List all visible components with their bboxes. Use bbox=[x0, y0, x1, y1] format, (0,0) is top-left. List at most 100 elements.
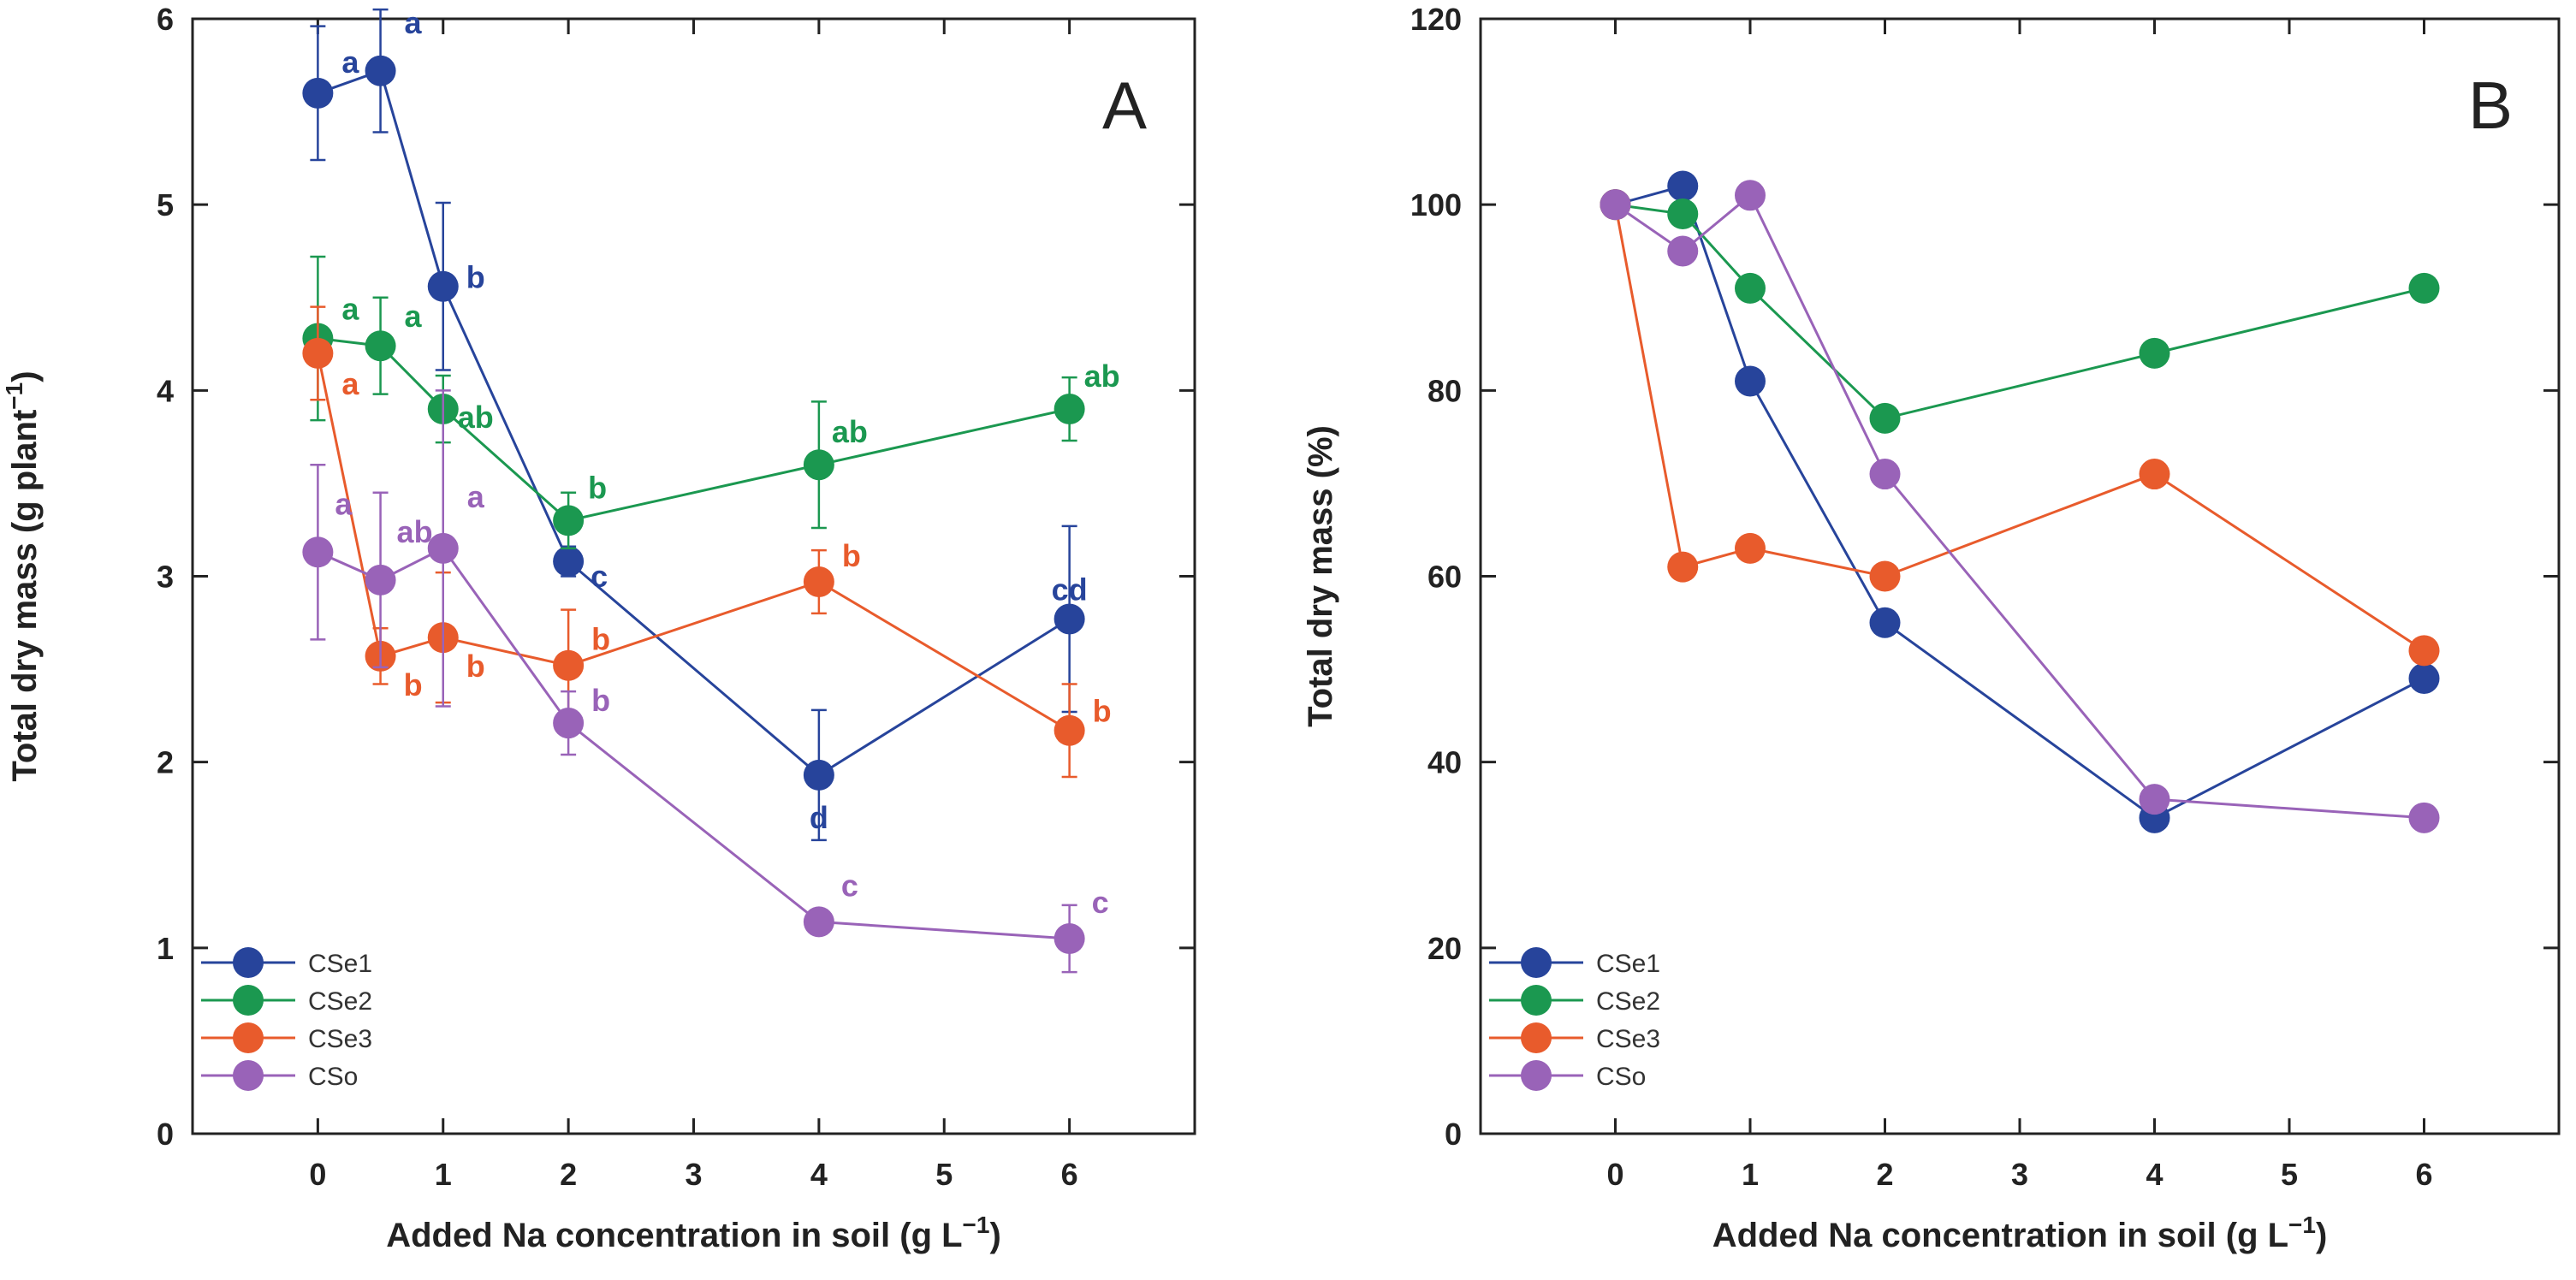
data-point bbox=[2408, 272, 2440, 304]
data-point bbox=[427, 532, 459, 564]
data-point bbox=[365, 564, 396, 596]
series-line bbox=[316, 353, 1071, 732]
data-point bbox=[553, 505, 585, 536]
y-tick-label: 5 bbox=[157, 187, 174, 222]
data-point bbox=[427, 270, 459, 302]
y-tick-label: 0 bbox=[1445, 1117, 1462, 1152]
x-axis-label-end: ) bbox=[2316, 1217, 2327, 1254]
data-point bbox=[553, 546, 585, 578]
significance-letter: ab bbox=[832, 414, 868, 449]
data-point bbox=[1869, 402, 1901, 434]
x-tick-label: 0 bbox=[1606, 1157, 1623, 1192]
significance-letter: b bbox=[842, 538, 861, 573]
legend-marker bbox=[1521, 1022, 1552, 1053]
significance-letter: c bbox=[841, 868, 858, 903]
legend-label: CSe3 bbox=[308, 1025, 372, 1053]
x-axis-label-sup: −1 bbox=[963, 1212, 990, 1238]
legend-marker bbox=[1521, 985, 1552, 1016]
x-tick-label: 5 bbox=[2281, 1157, 2298, 1192]
legend-label: CSo bbox=[1596, 1063, 1646, 1091]
significance-letter: c bbox=[591, 559, 608, 594]
data-point bbox=[2139, 784, 2170, 815]
panel-label: B bbox=[2468, 68, 2513, 143]
panel-label: A bbox=[1102, 68, 1147, 143]
data-point bbox=[1600, 189, 1631, 221]
data-point bbox=[1054, 603, 1085, 635]
y-tick-label: 3 bbox=[157, 560, 174, 595]
significance-letter: ab bbox=[397, 514, 433, 549]
data-point bbox=[553, 708, 585, 739]
legend-marker bbox=[233, 947, 264, 978]
legend-label: CSe1 bbox=[308, 950, 372, 978]
data-point bbox=[2408, 635, 2440, 667]
legend-marker bbox=[233, 985, 264, 1016]
data-point bbox=[1869, 459, 1901, 490]
x-tick-label: 6 bbox=[1061, 1157, 1078, 1192]
x-axis-label-sup: −1 bbox=[2288, 1212, 2316, 1238]
series-line bbox=[317, 546, 1070, 940]
data-point bbox=[2408, 662, 2440, 694]
x-tick-label: 4 bbox=[810, 1157, 828, 1192]
series-line bbox=[317, 68, 1071, 777]
series-line bbox=[318, 337, 1070, 523]
series-b-cse3 bbox=[1600, 189, 2440, 667]
data-point bbox=[803, 759, 834, 791]
significance-letter: a bbox=[405, 299, 423, 334]
y-tick-label: 40 bbox=[1427, 745, 1462, 780]
significance-letter: b bbox=[466, 649, 485, 684]
legend: CSe1 CSe2 CSe3 CSo bbox=[201, 947, 372, 1091]
data-point bbox=[803, 449, 834, 481]
data-point bbox=[302, 77, 334, 109]
legend-label: CSe2 bbox=[308, 987, 372, 1016]
data-point bbox=[1735, 532, 1766, 564]
legend-label: CSe2 bbox=[1596, 987, 1660, 1016]
data-point bbox=[1054, 394, 1085, 425]
x-axis-label-main: Added Na concentration in soil (g L bbox=[386, 1217, 962, 1254]
significance-letter: ab bbox=[1084, 359, 1120, 394]
legend-marker bbox=[1521, 1060, 1552, 1091]
y-tick-label: 0 bbox=[157, 1117, 174, 1152]
significance-letter: b bbox=[588, 470, 607, 505]
x-tick-label: 2 bbox=[560, 1157, 577, 1192]
significance-letter: b bbox=[591, 683, 610, 718]
data-point bbox=[302, 337, 334, 369]
x-axis-label: Added Na concentration in soil (g L−1) bbox=[386, 1212, 1001, 1254]
significance-letter: a bbox=[405, 5, 423, 40]
significance-letter: b bbox=[1093, 694, 1112, 729]
y-axis-label-end: ) bbox=[6, 370, 44, 382]
data-point bbox=[302, 536, 334, 568]
y-axis-label-sup: −1 bbox=[1, 382, 27, 410]
data-point bbox=[1667, 170, 1699, 202]
data-point bbox=[1735, 365, 1766, 397]
x-tick-label: 4 bbox=[2146, 1157, 2163, 1192]
data-point bbox=[1054, 922, 1085, 954]
data-point bbox=[1869, 560, 1901, 592]
data-point bbox=[1735, 272, 1766, 304]
legend: CSe1 CSe2 CSe3 CSo bbox=[1489, 947, 1660, 1091]
data-point bbox=[2139, 337, 2170, 369]
x-axis-label-end: ) bbox=[989, 1217, 1000, 1254]
legend-marker bbox=[233, 1060, 264, 1091]
significance-letter: d bbox=[810, 800, 828, 835]
x-axis-label-main: Added Na concentration in soil (g L bbox=[1712, 1217, 2288, 1254]
significance-letter: b bbox=[591, 622, 610, 657]
series-line bbox=[1614, 204, 2425, 652]
x-tick-label: 1 bbox=[435, 1157, 452, 1192]
data-point bbox=[1667, 235, 1699, 267]
data-point bbox=[365, 55, 396, 86]
panel-a: 0 1 2 3 4 5 6 0 1 2 3 4 5 6 Added Na concentration in … bbox=[1, 2, 1196, 1254]
data-point bbox=[803, 906, 834, 938]
data-point bbox=[1869, 607, 1901, 638]
data-point bbox=[1054, 714, 1085, 746]
y-axis-label: Total dry mass (g plant−1) bbox=[1, 370, 44, 781]
legend-marker bbox=[1521, 947, 1552, 978]
significance-letter: c bbox=[1092, 885, 1109, 920]
y-axis-label: Total dry mass (%) bbox=[1302, 425, 1339, 727]
x-tick-label: 2 bbox=[1876, 1157, 1893, 1192]
data-point bbox=[2408, 802, 2440, 833]
y-axis-label-main: Total dry mass (%) bbox=[1302, 425, 1339, 727]
data-point bbox=[803, 566, 834, 598]
